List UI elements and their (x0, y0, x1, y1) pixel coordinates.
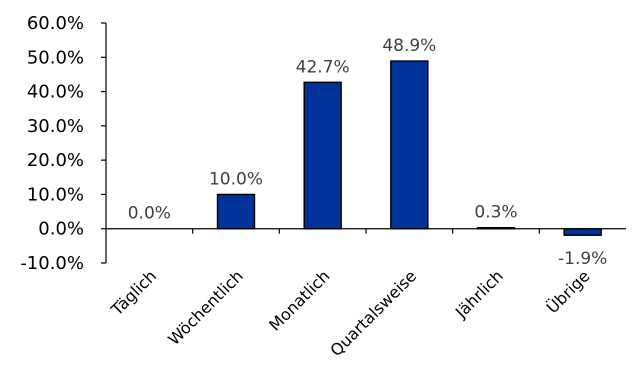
data-label: 10.0% (209, 169, 263, 189)
y-tick-label: -10.0% (20, 253, 84, 274)
y-tick-label: 50.0% (27, 47, 84, 68)
y-tick-label: 30.0% (27, 116, 84, 137)
bar-6 (563, 228, 602, 236)
data-label: 0.0% (128, 204, 171, 224)
y-tick-label: 60.0% (27, 13, 84, 34)
bar-4 (390, 60, 429, 230)
bar-5 (476, 226, 516, 230)
x-category-label: Übrige (543, 266, 594, 317)
y-tick-label: 40.0% (27, 82, 84, 103)
x-category-label: Monatlich (265, 266, 333, 334)
bar-3 (303, 81, 342, 230)
data-label: 42.7% (296, 57, 350, 77)
x-category-label: Wöchentlich (164, 266, 247, 349)
data-label: 48.9% (382, 36, 436, 56)
y-tick-label: 20.0% (27, 150, 84, 171)
y-tick-label: 0.0% (38, 219, 84, 240)
bar-2 (216, 193, 256, 230)
x-category-label: Jährlich (451, 266, 507, 322)
x-category-label: Quartalsweise (326, 266, 420, 360)
data-label: -1.9% (558, 249, 607, 269)
data-label: 0.3% (474, 203, 517, 223)
x-category-label: Täglich (107, 266, 161, 320)
y-tick-label: 10.0% (27, 184, 84, 205)
